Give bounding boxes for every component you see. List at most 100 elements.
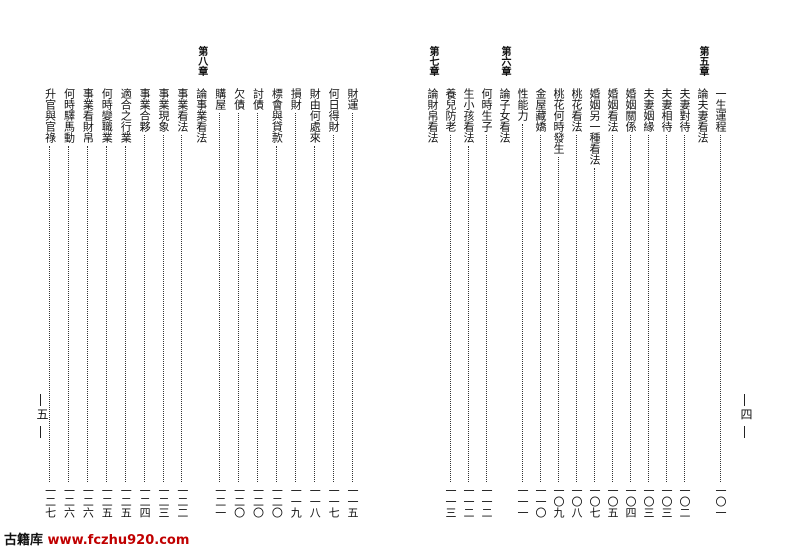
entry-page: 一一三 bbox=[444, 485, 457, 518]
entry-page: 一一五 bbox=[346, 485, 359, 518]
toc-entry: 桃花何時發生 一〇九 bbox=[550, 88, 566, 518]
dot-leader bbox=[124, 146, 126, 482]
entry-page: 一〇七 bbox=[588, 485, 601, 518]
entry-page: 一一〇 bbox=[534, 485, 547, 518]
toc-entry: 夫妻相待 一〇三 bbox=[658, 88, 674, 518]
dot-leader bbox=[351, 113, 353, 482]
toc-entry: 財由何處來 一一八 bbox=[306, 88, 322, 518]
entry-page: 一〇九 bbox=[552, 485, 565, 518]
entry-page: 一一八 bbox=[308, 485, 322, 518]
dot-leader bbox=[521, 124, 523, 482]
entry-page: 一〇二 bbox=[678, 485, 691, 518]
toc-entry: 何日得財 一一七 bbox=[325, 88, 341, 518]
entry-page: 一二〇 bbox=[251, 485, 265, 518]
entry-title: 金屋藏嬌 bbox=[534, 88, 547, 132]
toc-entry: 損財 一一九 bbox=[287, 88, 303, 518]
entry-title: 何時驛馬動 bbox=[62, 88, 76, 143]
entry-title: 財由何處來 bbox=[308, 88, 322, 143]
entry-title: 論夫妻看法 bbox=[696, 88, 709, 143]
page-dash bbox=[40, 394, 41, 406]
entry-page: 一〇三 bbox=[660, 485, 673, 518]
entry-title: 欠債 bbox=[232, 88, 246, 110]
dot-leader bbox=[332, 135, 334, 482]
entry-page: 一〇八 bbox=[570, 485, 583, 518]
entry-title: 何時生子 bbox=[480, 88, 493, 132]
entry-title: 事業現象 bbox=[157, 88, 170, 132]
entry-page: 一二五 bbox=[100, 485, 114, 518]
dot-leader bbox=[665, 135, 667, 482]
entry-page: 一二三 bbox=[157, 485, 170, 518]
page-number: 四 bbox=[739, 408, 753, 420]
toc-entry: 標會與貸款 一二〇 bbox=[268, 88, 284, 518]
entry-title: 事業合夥 bbox=[138, 88, 152, 132]
dot-leader bbox=[593, 168, 595, 482]
entry-title: 性能力 bbox=[516, 88, 529, 121]
chapter-label: 第六章 bbox=[499, 46, 510, 76]
toc-entry: 婚姻關係 一〇四 bbox=[622, 88, 638, 518]
footer-url: www.fczhu920.com bbox=[47, 533, 190, 548]
entry-page: 一一九 bbox=[289, 485, 303, 518]
footer-brand: 古籍库 bbox=[4, 533, 44, 548]
toc-entry: 事業看法 一二二 bbox=[174, 88, 190, 518]
chapter-label: 第八章 bbox=[195, 46, 207, 76]
toc-entry: 婚姻另一種看法 一〇七 bbox=[586, 88, 602, 518]
entry-page: 一〇五 bbox=[606, 485, 619, 518]
dot-leader bbox=[257, 113, 258, 482]
chapter-label: 第七章 bbox=[427, 46, 438, 76]
chapter-label: 第五章 bbox=[697, 46, 708, 76]
entry-title: 事業看財帛 bbox=[81, 88, 95, 143]
dot-leader bbox=[611, 135, 613, 482]
toc-entry: 論子女看法 bbox=[496, 88, 512, 518]
toc-entry: 論財帛看法 bbox=[424, 88, 440, 518]
entry-page: 一二五 bbox=[119, 485, 133, 518]
entry-title: 何日得財 bbox=[327, 88, 341, 132]
entry-page: 一二七 bbox=[43, 485, 57, 518]
dot-leader bbox=[181, 135, 183, 482]
toc-entry: 論事業看法 bbox=[193, 88, 209, 518]
toc-entry: 欠債 一二〇 bbox=[231, 88, 247, 518]
entry-page: 一二六 bbox=[81, 485, 95, 518]
toc-entry: 夫妻姻緣 一〇三 bbox=[640, 88, 656, 518]
toc-entry: 事業合夥 一二四 bbox=[136, 88, 152, 518]
entry-page: 一一一 bbox=[516, 485, 529, 518]
dot-leader bbox=[238, 113, 240, 482]
dot-leader bbox=[575, 135, 577, 482]
dot-leader bbox=[294, 113, 296, 482]
toc-entry: 何時驛馬動 一二六 bbox=[61, 88, 77, 518]
footer: 古籍库 www.fczhu920.com bbox=[4, 529, 189, 548]
entry-title: 標會與貸款 bbox=[270, 88, 284, 143]
dot-leader bbox=[219, 113, 221, 482]
entry-title: 夫妻姻緣 bbox=[642, 88, 655, 132]
entry-title: 事業看法 bbox=[175, 88, 189, 132]
toc-entry: 論夫妻看法 bbox=[694, 88, 710, 518]
entry-title: 論財帛看法 bbox=[426, 88, 439, 143]
entry-title: 夫妻對待 bbox=[678, 88, 691, 132]
toc-entry: 事業現象 一二三 bbox=[155, 88, 171, 518]
dot-leader bbox=[68, 146, 69, 482]
entry-title: 財運 bbox=[346, 88, 359, 110]
entry-page: 一二四 bbox=[138, 485, 152, 518]
entry-page: 一一七 bbox=[327, 485, 341, 518]
dot-leader bbox=[143, 135, 145, 482]
entry-page: 一〇三 bbox=[642, 485, 655, 518]
dot-leader bbox=[105, 146, 107, 482]
toc-entry: 何時生子 一一二 bbox=[478, 88, 494, 518]
toc-entry: 財運 一一五 bbox=[344, 88, 360, 518]
entry-title: 婚姻看法 bbox=[606, 88, 619, 132]
dot-leader bbox=[485, 135, 487, 482]
entry-title: 何時變職業 bbox=[100, 88, 114, 143]
dot-leader bbox=[683, 135, 685, 482]
toc-entry: 一生運程 一〇一 bbox=[712, 88, 728, 518]
toc-entry: 婚姻看法 一〇五 bbox=[604, 88, 620, 518]
entry-title: 論事業看法 bbox=[194, 88, 208, 143]
toc-entry: 養兒防老 一一三 bbox=[442, 88, 458, 518]
toc-entry: 何時變職業 一二五 bbox=[98, 88, 114, 518]
page-dash bbox=[744, 426, 745, 438]
entry-page: 一一二 bbox=[462, 485, 475, 518]
entry-title: 適合之行業 bbox=[119, 88, 133, 143]
entry-page: 一一二 bbox=[480, 485, 493, 518]
entry-page: 一〇四 bbox=[624, 485, 637, 518]
dot-leader bbox=[49, 146, 51, 482]
page-number: 五 bbox=[35, 408, 49, 420]
